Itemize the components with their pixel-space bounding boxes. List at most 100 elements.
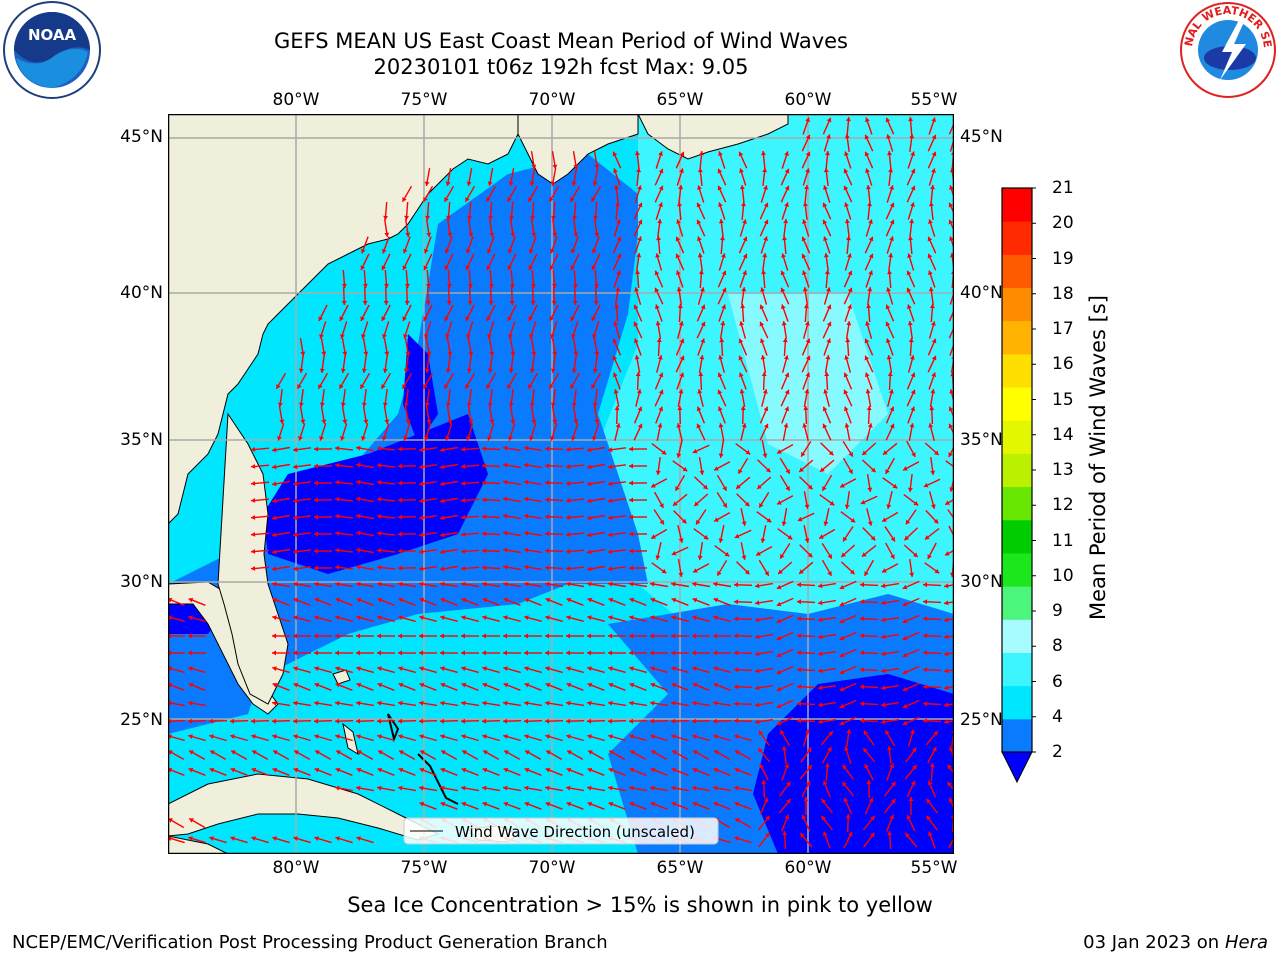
wind-wave-arrowhead (587, 597, 593, 603)
wind-wave-arrowhead (803, 304, 809, 309)
wind-wave-arrowhead (804, 538, 810, 543)
wind-wave-arrowhead (949, 185, 954, 190)
wind-wave-arrowhead (483, 750, 488, 755)
wind-wave-arrowhead (573, 232, 579, 237)
wind-wave-arrowhead (461, 514, 466, 520)
wind-wave-arrowhead (381, 316, 386, 321)
wind-wave-arrowhead (864, 151, 870, 157)
wind-wave-arrowhead (277, 402, 283, 407)
wind-wave-arrowhead (948, 406, 954, 412)
wind-wave-arrowhead (377, 615, 382, 621)
wind-wave-arrowhead (551, 215, 557, 220)
wind-wave-arrowhead (765, 815, 770, 821)
wind-wave-arrowhead (524, 513, 529, 519)
wind-wave-arrowhead (907, 304, 912, 310)
wind-wave-arrowhead (362, 300, 368, 305)
wind-wave-arrowhead (342, 351, 348, 356)
wind-wave-arrowhead (616, 253, 622, 259)
lon-tick-top-75w: 75°W (400, 90, 448, 110)
wind-wave-arrowhead (314, 666, 319, 672)
wind-wave-arrowhead (818, 600, 823, 606)
wind-wave-arrowhead (615, 423, 621, 428)
wind-wave-arrowhead (739, 168, 744, 173)
wind-wave-arrowhead (486, 265, 492, 271)
lat-tick-left-45n: 45°N (120, 127, 163, 147)
wind-wave-arrowhead (948, 202, 954, 208)
wind-wave-arrowhead (847, 253, 852, 258)
colorbar-tick-label: 12 (1052, 495, 1074, 516)
wind-wave-arrowhead (803, 202, 808, 207)
wind-wave-arrowhead (671, 734, 676, 739)
wind-wave-arrowhead (839, 584, 845, 590)
wind-wave-arrowhead (657, 219, 663, 224)
wind-wave-arrowhead (440, 581, 445, 587)
wind-wave-arrowhead (755, 702, 760, 708)
colorbar-tick-label: 6 (1052, 671, 1063, 692)
wind-wave-arrowhead (419, 734, 424, 739)
wind-wave-arrowhead (440, 700, 445, 706)
wind-wave-arrowhead (529, 334, 534, 339)
wind-wave-arrowhead (658, 406, 664, 412)
chart-subtitle: 20230101 t06z 192h fcst Max: 9.05 (373, 55, 749, 79)
wind-wave-arrowhead (402, 316, 407, 321)
wind-wave-arrowhead (398, 565, 403, 571)
wind-wave-arrowhead (293, 682, 299, 688)
wind-wave-arrowhead (363, 419, 369, 424)
wind-wave-arrowhead (757, 484, 762, 489)
wind-wave-arrowhead (822, 406, 828, 412)
lat-tick-right-25n: 25°N (960, 710, 1003, 730)
wind-wave-arrowhead (571, 368, 577, 373)
wind-wave-arrowhead (868, 236, 874, 242)
wind-wave-arrowhead (671, 718, 676, 724)
wind-wave-arrowhead (930, 504, 936, 509)
wind-wave-arrowhead (188, 700, 193, 706)
wind-wave-arrowhead (551, 300, 557, 305)
wind-wave-arrowhead (784, 372, 790, 378)
wind-wave-arrowhead (424, 436, 429, 441)
wind-wave-arrowhead (629, 682, 635, 688)
wind-wave-arrowhead (926, 815, 931, 821)
wind-wave-arrowhead (461, 682, 467, 688)
wind-wave-arrowhead (839, 703, 845, 709)
wind-wave-arrowhead (718, 151, 723, 156)
wind-wave-arrowhead (503, 734, 508, 739)
wind-wave-arrowhead (252, 750, 257, 755)
wind-wave-arrowhead (870, 535, 876, 541)
wind-wave-arrowhead (678, 321, 684, 326)
wind-wave-arrowhead (420, 750, 425, 755)
wind-wave-arrowhead (423, 265, 429, 271)
wind-wave-arrowhead (659, 503, 664, 508)
wind-wave-arrowhead (734, 701, 739, 707)
wind-wave-arrowhead (799, 467, 804, 472)
wind-wave-arrowhead (293, 700, 298, 706)
wind-wave-arrowhead (440, 650, 444, 656)
wind-wave-arrowhead (696, 519, 701, 525)
wind-wave-arrowhead (713, 633, 717, 639)
wind-wave-arrowhead (503, 479, 508, 485)
wind-wave-arrowhead (755, 668, 760, 674)
wind-wave-arrowhead (524, 682, 530, 688)
wind-wave-arrowhead (675, 486, 680, 491)
wind-wave-arrowhead (587, 700, 592, 706)
wind-wave-arrowhead (461, 801, 467, 807)
wind-wave-arrowhead (356, 650, 360, 656)
wind-wave-arrowhead (524, 666, 529, 672)
wind-wave-arrowhead (445, 334, 450, 339)
wind-wave-arrowhead (482, 633, 486, 639)
wind-wave-arrowhead (629, 581, 634, 587)
wind-wave-arrowhead (805, 168, 810, 173)
colorbar-tick-label: 11 (1052, 530, 1074, 551)
lon-tick-bottom-70w: 70°W (528, 858, 576, 878)
wind-wave-arrowhead (293, 718, 298, 724)
wind-wave-arrowhead (382, 436, 387, 441)
wind-wave-arrowhead (486, 248, 492, 254)
colorbar-tick-label: 20 (1052, 213, 1074, 234)
wind-wave-arrowhead (510, 232, 516, 237)
wind-wave-arrowhead (594, 419, 600, 424)
wind-wave-arrowhead (482, 463, 487, 469)
wind-wave-arrowhead (892, 483, 898, 489)
wind-wave-arrowhead (382, 402, 388, 407)
wind-wave-arrowhead (762, 389, 768, 394)
wind-wave-arrowhead (272, 718, 277, 724)
wind-wave-arrowhead (168, 818, 173, 823)
